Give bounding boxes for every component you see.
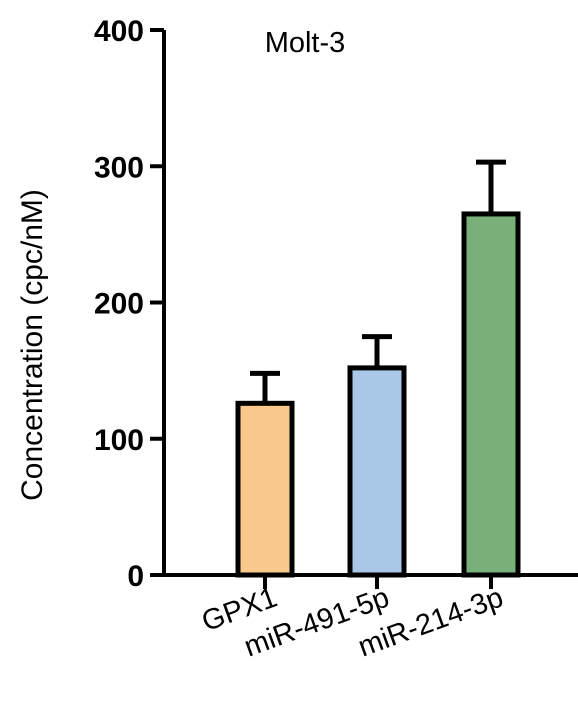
y-axis-ticks: 0 100 200 300 400 (94, 15, 164, 593)
y-tick-label: 400 (94, 15, 144, 48)
y-axis-label: Concentration (cpc/nM) (16, 189, 49, 501)
y-tick-label: 0 (127, 560, 144, 593)
chart-title: Molt-3 (265, 27, 346, 59)
y-tick-label: 300 (94, 151, 144, 184)
bar-miR-491-5p (347, 365, 407, 578)
y-tick-label: 100 (94, 424, 144, 457)
bars (235, 211, 521, 578)
axes (162, 30, 578, 577)
bar-GPX1 (235, 400, 295, 578)
error-bars (250, 159, 506, 404)
y-tick-label: 200 (94, 288, 144, 321)
bar-miR-214-3p (461, 211, 521, 578)
